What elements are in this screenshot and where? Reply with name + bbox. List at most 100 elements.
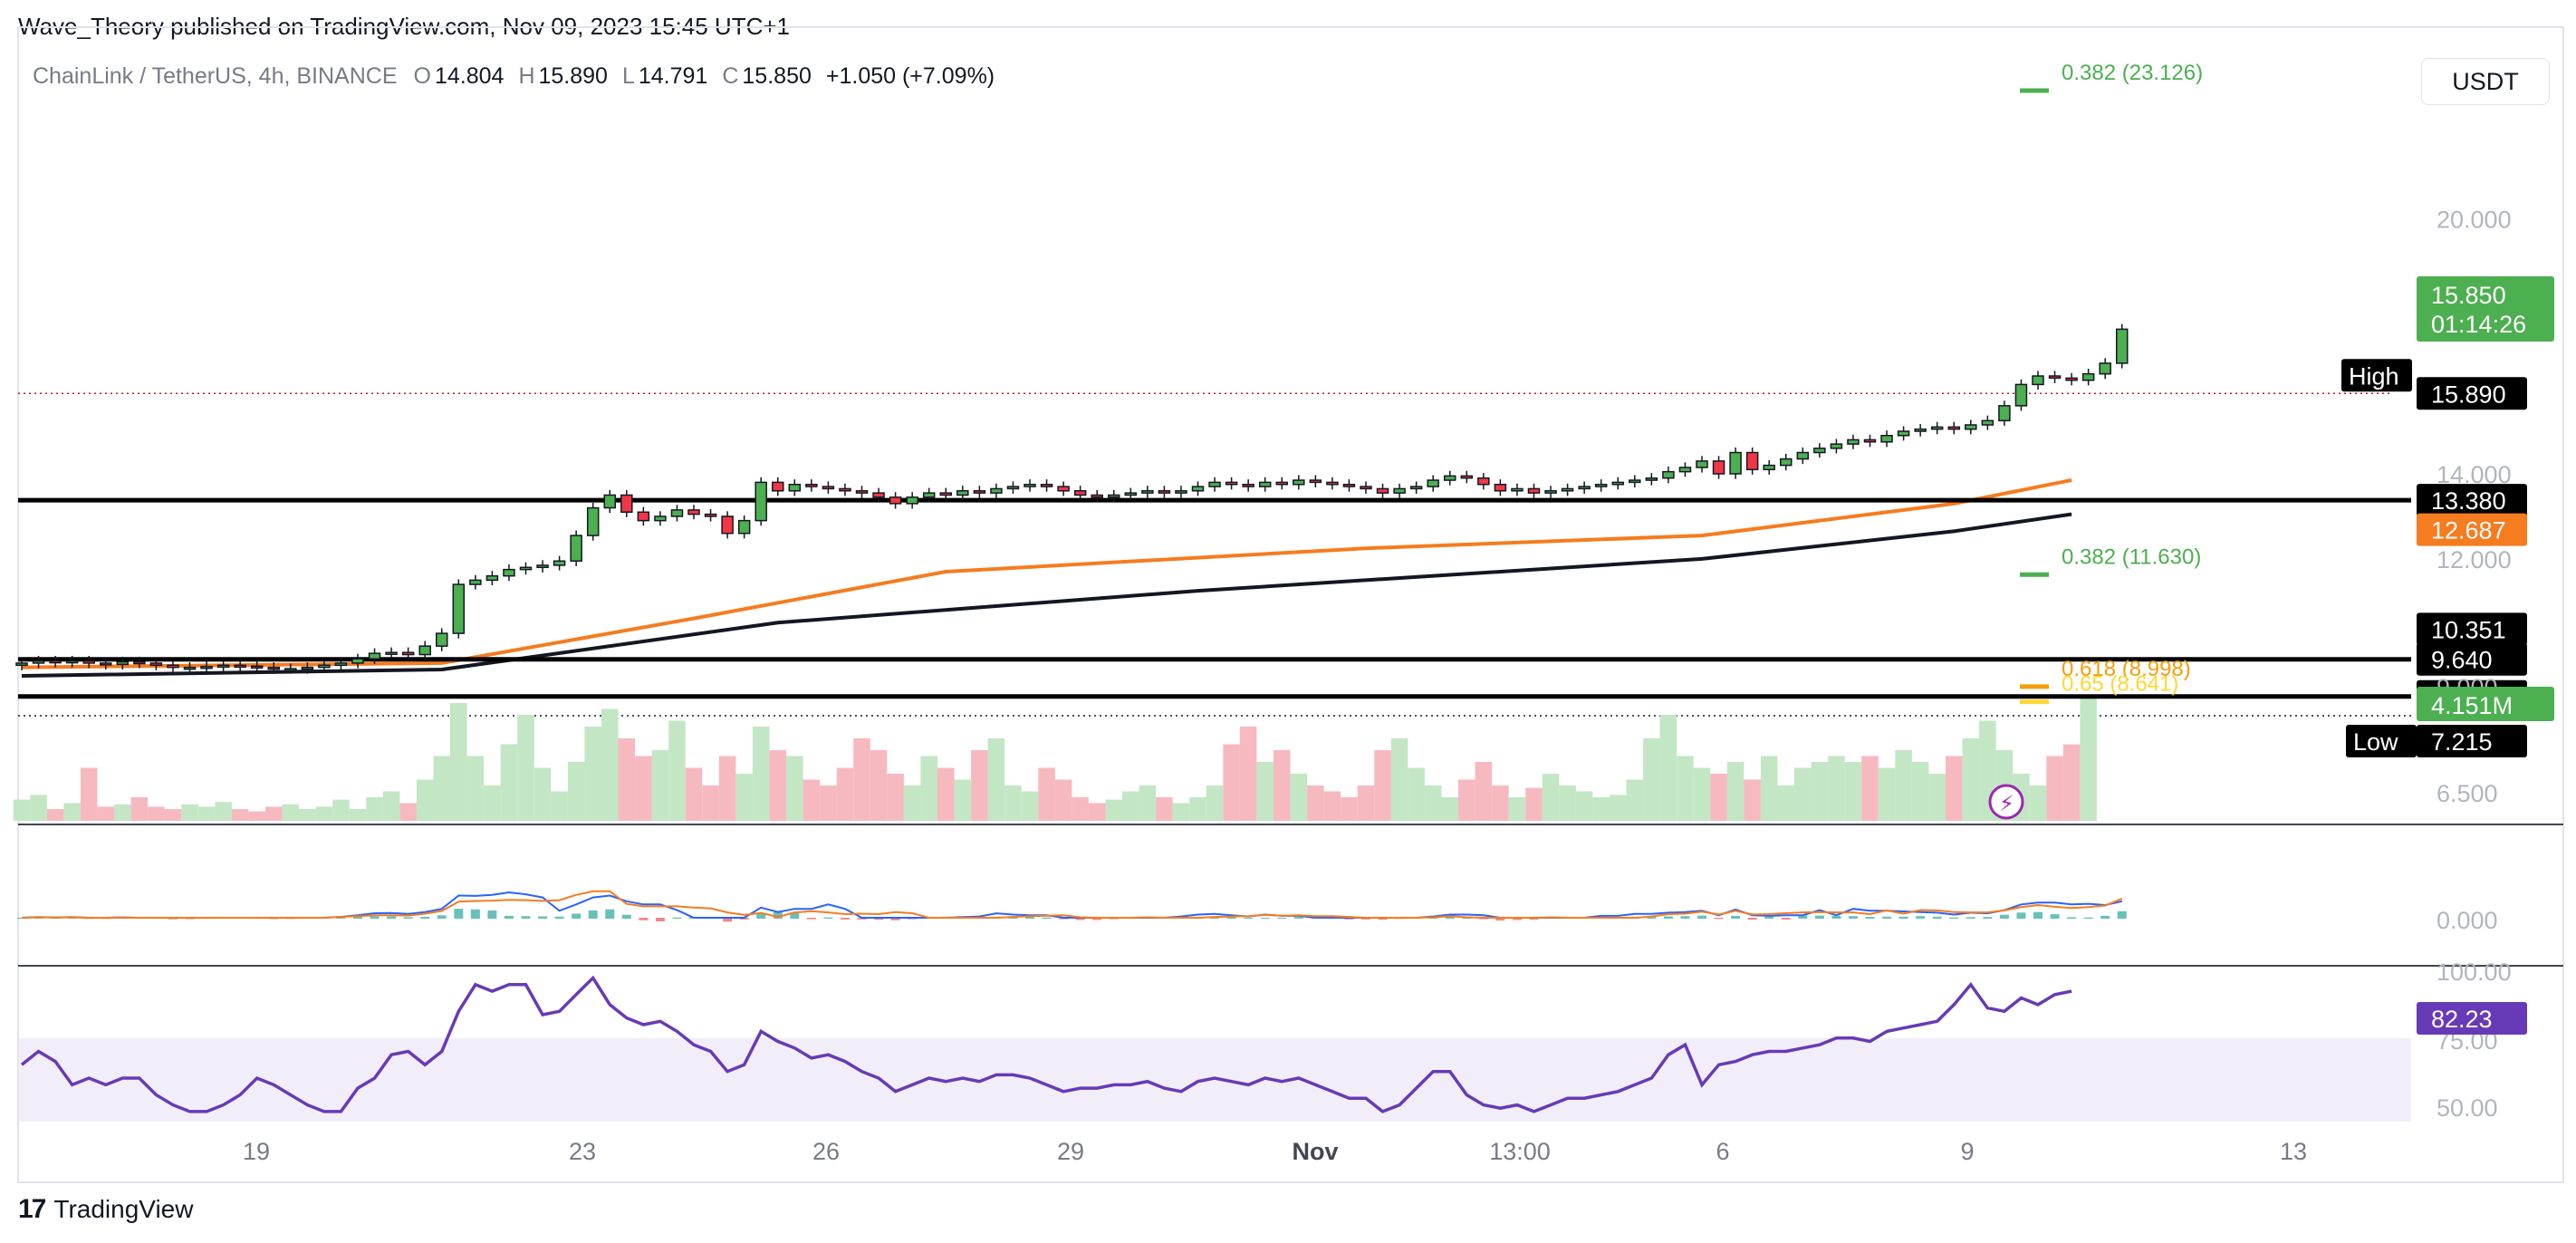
macd-hist-bar	[1495, 918, 1505, 921]
volume-bar	[1962, 738, 1980, 821]
footer-brand[interactable]: TradingView	[53, 1195, 194, 1223]
open-key: O	[413, 63, 431, 89]
volume-bar	[450, 703, 467, 821]
volume-bar	[1156, 797, 1173, 821]
volume-bar	[382, 791, 400, 821]
volume-bar	[1525, 787, 1543, 821]
volume-bar	[46, 809, 64, 821]
rsi-axis-label: 100.00	[2437, 959, 2512, 986]
macd-hist-bar	[723, 918, 733, 922]
ema200-text: 10.351	[2431, 616, 2506, 643]
volume-tag	[2417, 687, 2554, 721]
candle	[250, 665, 264, 669]
candle	[1763, 464, 1775, 471]
candle	[1409, 486, 1423, 490]
volume-bar	[1256, 762, 1274, 821]
countdown-text: 01:14:26	[2431, 311, 2526, 338]
candle	[1930, 426, 1944, 430]
candle	[1780, 458, 1793, 467]
moving-averages	[21, 478, 2072, 678]
volume-bar	[1677, 756, 1694, 821]
macd-hist-bar	[2100, 915, 2110, 919]
macd-hist-bar	[504, 915, 514, 919]
candle	[1393, 487, 1406, 494]
time-tick: 13	[2280, 1138, 2307, 1165]
fib-labels: 0.382 (23.126) 0.382 (11.630) 0.618 (8.998…	[2020, 61, 2203, 705]
volume-bar	[315, 806, 333, 821]
candle	[351, 658, 364, 664]
candle	[586, 506, 600, 536]
volume-bar	[1760, 756, 1778, 821]
volume-bar	[1911, 762, 1929, 821]
fib-label: 0.382 (11.630)	[2062, 544, 2201, 569]
volume-bar	[1290, 774, 1308, 821]
volume-bar	[130, 797, 149, 821]
candle	[1040, 483, 1053, 487]
macd-hist-bar	[387, 916, 397, 919]
candle	[1561, 487, 1574, 492]
candle	[1729, 451, 1742, 475]
volume-bar	[1189, 797, 1206, 821]
candle	[1225, 481, 1238, 486]
candle	[234, 664, 246, 669]
volume-bar	[366, 797, 383, 821]
macd-hist-bar	[1983, 917, 1993, 919]
macd-hist-bar	[370, 916, 380, 919]
macd-hist-bar	[1293, 917, 1303, 919]
candles	[15, 323, 2129, 674]
time-tick: 19	[243, 1138, 270, 1165]
macd-hist-bar	[1697, 915, 1706, 919]
candle	[1594, 483, 1608, 487]
candle	[418, 645, 431, 656]
candle	[1073, 490, 1087, 496]
tradingview-logo-icon[interactable]: 17	[18, 1194, 46, 1224]
candle	[167, 664, 179, 669]
volume-bar	[685, 767, 703, 821]
fib-label: 0.65 (8.641)	[2062, 672, 2178, 697]
time-axis[interactable]: 19 23 26 29 Nov 13:00 6 9 13	[243, 1138, 2307, 1165]
price-axis[interactable]: 20.00014.00012.0009.0006.50015.85001:14:…	[1988, 206, 2554, 820]
candle	[1108, 494, 1120, 498]
volume-bar	[1458, 779, 1475, 821]
candle	[772, 481, 784, 492]
candle	[1796, 451, 1810, 460]
candle	[839, 487, 851, 492]
macd-hist-bar	[572, 913, 582, 919]
price-tick: 14.000	[2437, 461, 2512, 488]
volume-bar	[533, 767, 552, 821]
volume-bar	[466, 756, 485, 821]
candle	[2116, 328, 2129, 364]
volume-bar	[1273, 750, 1291, 821]
volume-bar	[635, 756, 652, 821]
candle	[1830, 443, 1843, 449]
candle	[452, 583, 466, 634]
volume-bar	[1021, 791, 1039, 821]
volume-bar	[718, 756, 736, 821]
volume-bar	[1693, 767, 1711, 821]
volume-bar	[769, 750, 787, 821]
volume-bar	[1844, 762, 1862, 821]
ema200-tag	[2417, 612, 2527, 646]
macd-hist-bar	[672, 917, 682, 919]
candle	[1275, 481, 1288, 486]
candle	[100, 662, 112, 666]
symbol-title[interactable]: ChainLink / TetherUS, 4h, BINANCE	[33, 63, 398, 89]
macd-hist-bar	[1898, 916, 1908, 919]
candle	[670, 509, 684, 517]
candle	[2081, 372, 2095, 381]
candle	[183, 666, 197, 670]
macd-hist-bar	[823, 917, 833, 919]
low-value: 14.791	[638, 63, 708, 89]
candle	[1460, 475, 1474, 479]
volume-bar	[1139, 785, 1157, 821]
candle	[906, 496, 918, 505]
candle	[1158, 490, 1171, 494]
candle	[1544, 490, 1557, 494]
volume-bar	[735, 774, 753, 821]
currency-button[interactable]: USDT	[2421, 58, 2550, 105]
candle	[1326, 481, 1339, 486]
macd-hist-bar	[1949, 917, 1959, 919]
price-tick: 6.500	[2437, 780, 2498, 807]
volume-bar	[97, 806, 115, 821]
